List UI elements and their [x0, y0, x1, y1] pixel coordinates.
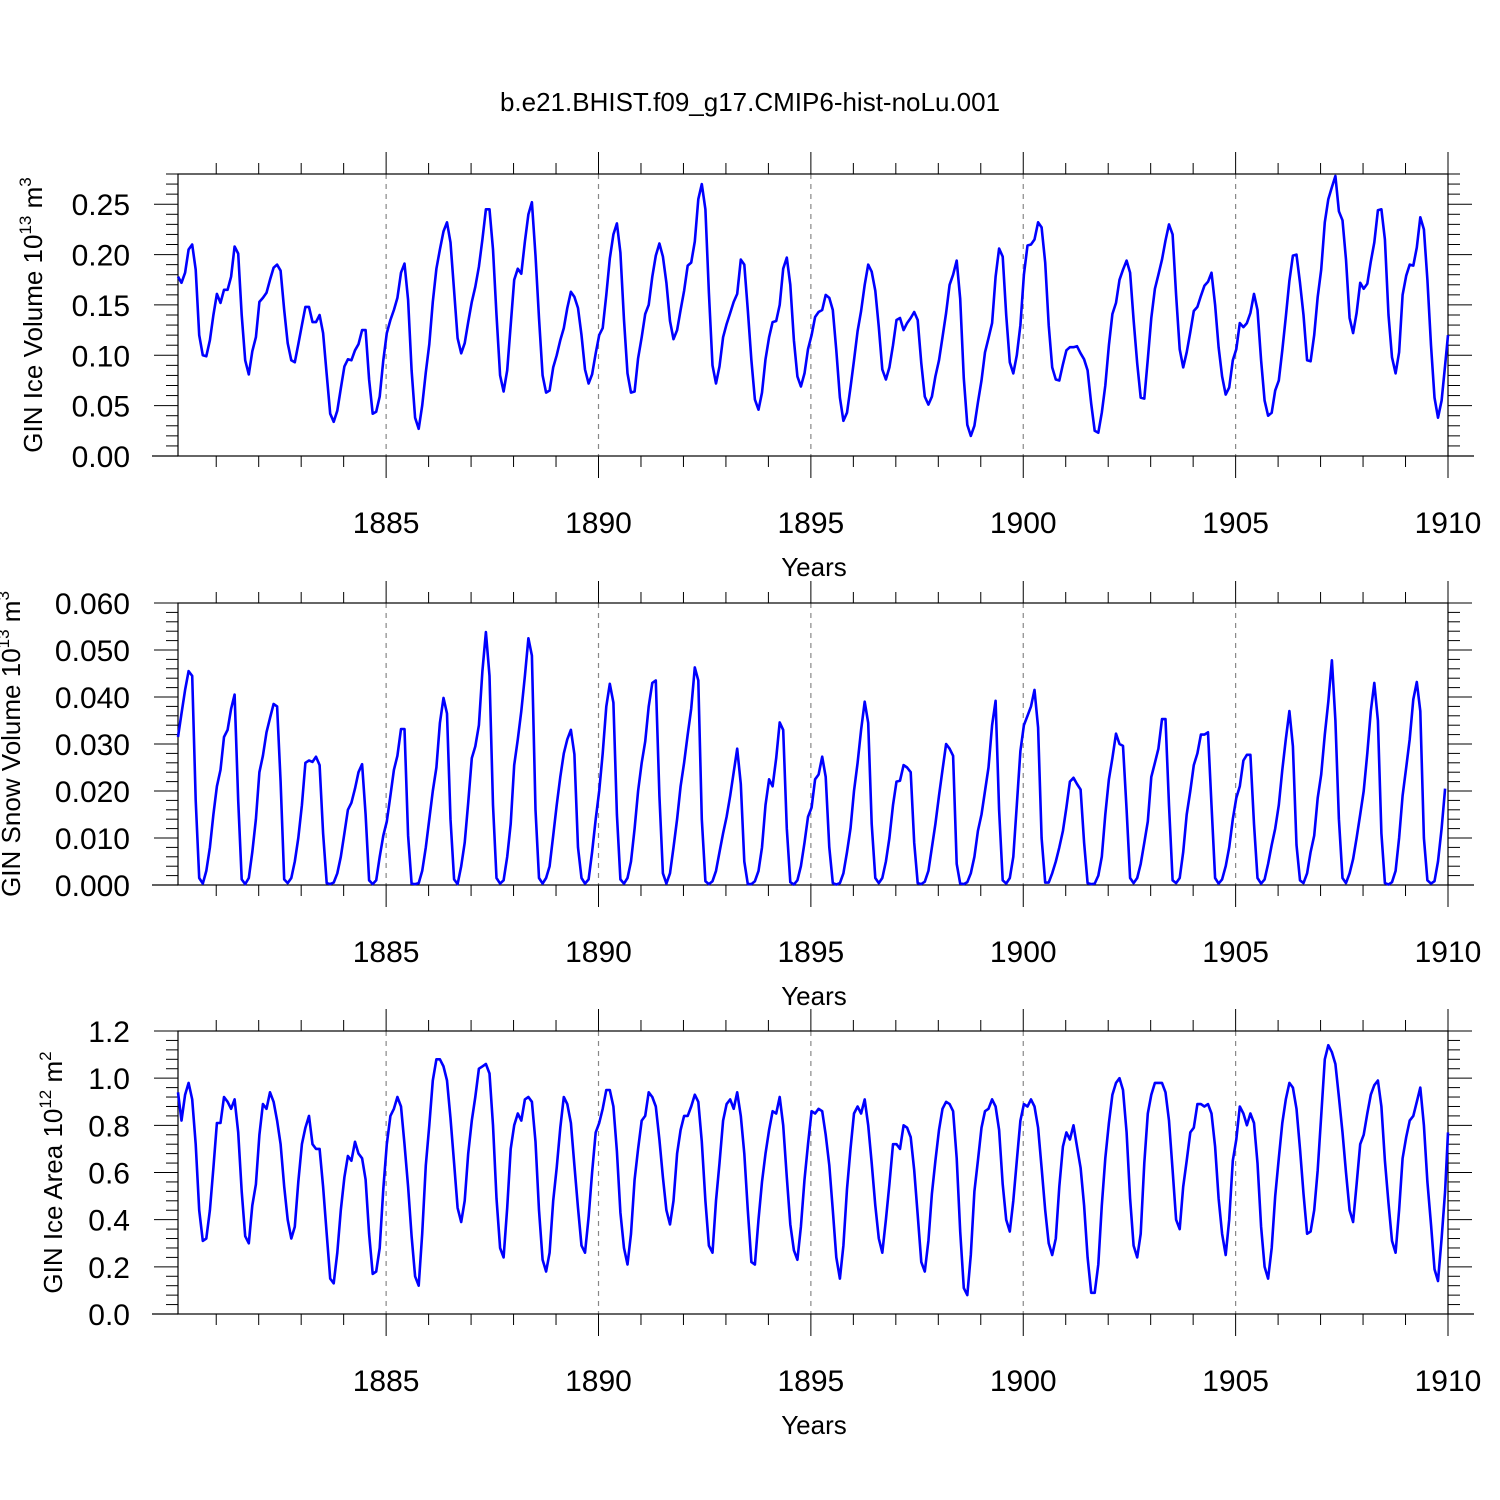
series-line	[176, 1043, 1450, 1297]
y-tick-label: 1.0	[88, 1063, 130, 1096]
y-tick-label: 0.6	[88, 1158, 130, 1191]
y-axis-title: GIN Ice Volume 1013 m3	[16, 177, 48, 453]
y-tick-label: 1.2	[88, 1016, 130, 1049]
panel-1: 0.00 0.05 0.10 0.15 0.20 0.25 1885 1890 1895 1900…	[16, 152, 1481, 582]
x-tick-label-1910: 1910	[1415, 936, 1482, 969]
y-tick-label: 0.020	[55, 776, 130, 809]
y-tick-label: 0.00	[72, 441, 130, 474]
series-line	[176, 174, 1450, 438]
x-axis-title: Years	[781, 1410, 847, 1440]
y-axis-title-text: GIN Snow Volume 10	[0, 648, 26, 897]
y-tick-label: 0.050	[55, 635, 130, 668]
x-tick-label-1890: 1890	[565, 936, 632, 969]
y-axis-title-unit: m	[18, 187, 48, 216]
y-axis-title-exponent: 13	[0, 629, 13, 648]
y-axis-title-text: GIN Ice Volume 10	[18, 235, 48, 453]
x-tick-label-1905: 1905	[1202, 507, 1269, 540]
y-tick-label: 0.4	[88, 1205, 130, 1238]
x-axis-title: Years	[781, 981, 847, 1011]
y-tick-label: 0.030	[55, 729, 130, 762]
x-tick-label-1895: 1895	[778, 936, 845, 969]
y-axis-title: GIN Ice Area 1012 m2	[36, 1051, 68, 1293]
x-tick-label-1890: 1890	[565, 507, 632, 540]
y-tick-label: 0.8	[88, 1110, 130, 1143]
y-axis-title: GIN Snow Volume 1013 m3	[0, 591, 26, 897]
y-axis-title-unit-exponent: 3	[16, 177, 35, 186]
x-tick-label-1905: 1905	[1202, 1365, 1269, 1398]
y-tick-label: 0.15	[72, 290, 130, 323]
y-axis-title-unit-exponent: 3	[0, 591, 13, 600]
x-tick-label-1900: 1900	[990, 1365, 1057, 1398]
y-axis-title-unit: m	[0, 601, 26, 630]
y-axis-title-unit-exponent: 2	[36, 1051, 55, 1060]
figure-title: b.e21.BHIST.f09_g17.CMIP6-hist-noLu.001	[500, 87, 1000, 117]
y-axis-title-exponent: 13	[16, 216, 35, 235]
x-tick-label-1895: 1895	[778, 1365, 845, 1398]
x-tick-label-1885: 1885	[353, 936, 420, 969]
x-tick-label-1900: 1900	[990, 507, 1057, 540]
y-tick-label: 0.010	[55, 823, 130, 856]
panel-3: 0.0 0.2 0.4 0.6 0.8 1.0 1.2 1885 1890 1895 1900 190…	[36, 1009, 1481, 1440]
x-tick-label-1910: 1910	[1415, 1365, 1482, 1398]
x-tick-label-1910: 1910	[1415, 507, 1482, 540]
x-tick-label-1900: 1900	[990, 936, 1057, 969]
y-axis-title-unit: m	[38, 1061, 68, 1090]
panel-2: 0.000 0.010 0.020 0.030 0.040 0.050 0.060 1885 1…	[0, 581, 1481, 1011]
x-axis-title: Years	[781, 552, 847, 582]
y-axis-title-text: GIN Ice Area 10	[38, 1109, 68, 1294]
y-tick-label: 0.10	[72, 340, 130, 373]
y-tick-label: 0.000	[55, 870, 130, 903]
y-tick-label: 0.040	[55, 682, 130, 715]
y-tick-label: 0.060	[55, 588, 130, 621]
x-tick-label-1905: 1905	[1202, 936, 1269, 969]
y-tick-label: 0.05	[72, 391, 130, 424]
y-tick-label: 0.20	[72, 240, 130, 273]
y-axis-title-exponent: 12	[36, 1090, 55, 1109]
series-line	[176, 630, 1447, 886]
x-tick-label-1885: 1885	[353, 507, 420, 540]
plot-frame	[177, 602, 1449, 886]
y-tick-label: 0.0	[88, 1299, 130, 1332]
y-tick-label: 0.2	[88, 1252, 130, 1285]
x-tick-label-1890: 1890	[565, 1365, 632, 1398]
x-tick-label-1895: 1895	[778, 507, 845, 540]
y-tick-label: 0.25	[72, 189, 130, 222]
x-tick-label-1885: 1885	[353, 1365, 420, 1398]
